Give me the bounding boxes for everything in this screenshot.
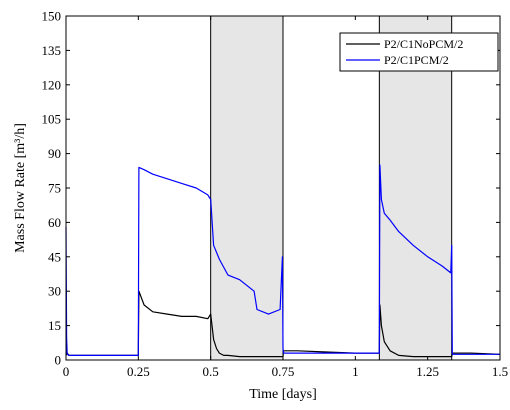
y-tick-label: 75 xyxy=(48,181,61,196)
y-tick-label: 60 xyxy=(48,215,61,230)
legend: P2/C1NoPCM/2 P2/C1PCM/2 xyxy=(339,32,499,72)
shaded-intervals xyxy=(210,15,453,361)
y-tick-label: 105 xyxy=(42,112,62,127)
y-axis-title: Mass Flow Rate [m³/h] xyxy=(13,123,28,253)
y-tick-label: 120 xyxy=(42,77,62,92)
series-line-2 xyxy=(65,164,500,356)
x-tick-label: 0.5 xyxy=(203,364,219,379)
y-tick-label: 30 xyxy=(48,284,61,299)
legend-label: P2/C1PCM/2 xyxy=(384,53,449,67)
legend-box xyxy=(339,32,499,72)
x-axis-title: Time [days] xyxy=(249,387,317,402)
y-tick-label: 45 xyxy=(48,249,61,264)
series-layer xyxy=(65,164,501,358)
x-axis: 0 0.25 0.5 0.75 1 1.25 1.5 xyxy=(63,16,508,379)
shaded-interval-1 xyxy=(210,15,284,361)
y-tick-label: 150 xyxy=(42,9,62,24)
x-tick-label: 1 xyxy=(352,364,359,379)
y-tick-label: 0 xyxy=(55,353,62,368)
y-tick-label: 15 xyxy=(48,318,61,333)
x-tick-label: 0 xyxy=(63,364,70,379)
y-tick-label: 135 xyxy=(42,43,62,58)
x-tick-label: 0.75 xyxy=(272,364,295,379)
legend-label: P2/C1NoPCM/2 xyxy=(384,37,463,51)
x-tick-label: 1.25 xyxy=(416,364,439,379)
shaded-interval-2 xyxy=(378,15,453,361)
x-tick-label: 0.25 xyxy=(127,364,150,379)
x-tick-label: 1.5 xyxy=(492,364,508,379)
y-axis: 0 15 30 45 60 75 90 105 120 135 150 xyxy=(42,9,500,368)
y-tick-label: 90 xyxy=(48,146,61,161)
